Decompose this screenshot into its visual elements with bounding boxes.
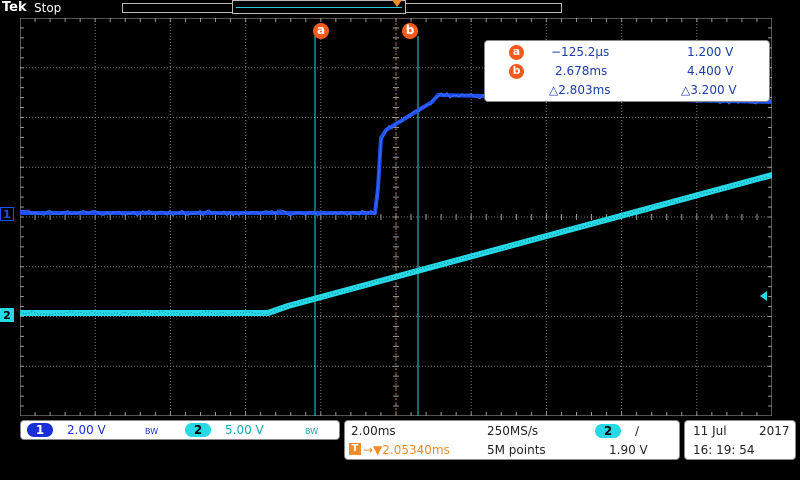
- time: 16: 19: 54: [693, 443, 755, 457]
- sample-rate: 250MS/s: [487, 424, 538, 438]
- cursor-readout[interactable]: a −125.2µs 1.200 V b 2.678ms 4.400 V △2.…: [484, 40, 770, 102]
- trigger-source-chip[interactable]: 2: [595, 424, 621, 438]
- cursor-b-label[interactable]: b: [402, 23, 418, 39]
- timebase-scale: 2.00ms: [351, 424, 396, 438]
- trigger-slope-icon: ∕: [635, 424, 639, 438]
- acquisition-status[interactable]: Stop: [34, 1, 61, 15]
- ch2-scale: 5.00 V: [225, 423, 264, 437]
- ch1-bw-limit-icon: BW: [145, 427, 158, 436]
- readout-delta-time: △2.803ms: [549, 83, 611, 97]
- bottom-status-area: 1 2.00 V BW 2 5.00 V BW 2.00ms 250MS/s 2…: [0, 418, 800, 480]
- year: 2017: [759, 424, 790, 438]
- ch1-ground-marker[interactable]: 1: [0, 207, 14, 221]
- ch2-bw-limit-icon: BW: [305, 427, 318, 436]
- ch2-chip[interactable]: 2: [185, 423, 211, 437]
- date: 11 Jul: [693, 424, 727, 438]
- status-bar: Tek Stop: [0, 0, 800, 18]
- ch1-chip[interactable]: 1: [27, 423, 53, 437]
- readout-b-time: 2.678ms: [555, 64, 607, 78]
- ch2-ground-marker[interactable]: 2: [0, 308, 14, 322]
- readout-delta-voltage: △3.200 V: [681, 83, 737, 97]
- date-time-panel: 11 Jul 2017 16: 19: 54: [684, 420, 796, 460]
- brand-logo: Tek: [2, 0, 27, 15]
- ch1-scale: 2.00 V: [67, 423, 106, 437]
- vertical-settings-panel[interactable]: 1 2.00 V BW 2 5.00 V BW: [20, 420, 340, 440]
- readout-b-voltage: 4.400 V: [687, 64, 733, 78]
- trigger-t-icon: T: [349, 443, 361, 455]
- trigger-position-icon[interactable]: [392, 0, 402, 7]
- trigger-level: 1.90 V: [609, 443, 648, 457]
- trigger-delay: →▼2.05340ms: [363, 443, 450, 457]
- readout-b-badge: b: [509, 64, 524, 79]
- readout-a-time: −125.2µs: [551, 45, 609, 59]
- horizontal-settings-panel[interactable]: 2.00ms 250MS/s 2 ∕ T →▼2.05340ms 5M poin…: [344, 420, 680, 460]
- record-view-indicator: [236, 7, 402, 8]
- readout-a-voltage: 1.200 V: [687, 45, 733, 59]
- readout-a-badge: a: [509, 45, 524, 60]
- cursor-a-label[interactable]: a: [313, 23, 329, 39]
- trigger-level-icon[interactable]: [760, 291, 767, 301]
- record-length: 5M points: [487, 443, 546, 457]
